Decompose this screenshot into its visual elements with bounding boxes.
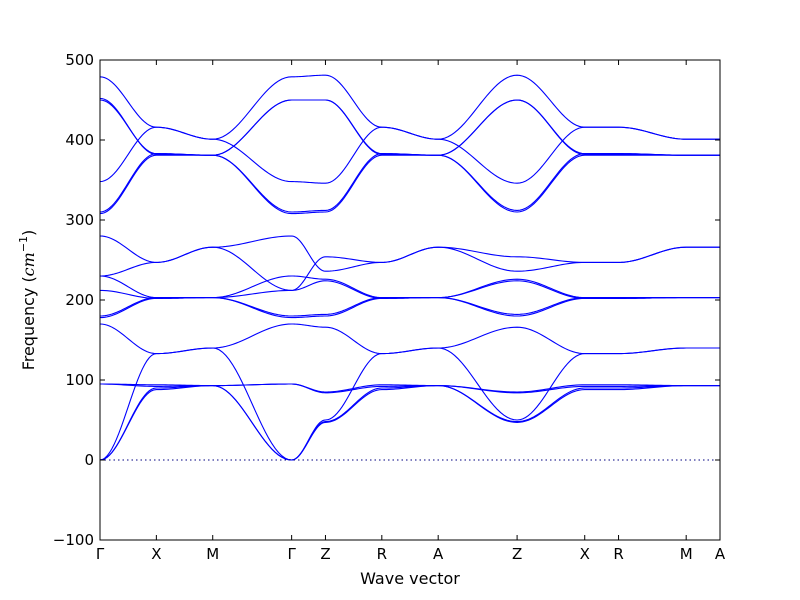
band-series-9 bbox=[99, 280, 720, 299]
band-series-7 bbox=[99, 297, 720, 319]
band-series-17 bbox=[99, 97, 720, 156]
x-tick-label: X bbox=[151, 545, 161, 563]
x-tick-label: A bbox=[433, 545, 444, 563]
x-tick-label: Γ bbox=[287, 545, 296, 563]
plot-frame bbox=[99, 59, 721, 541]
y-axis-label-suffix: ) bbox=[19, 230, 38, 236]
y-tick-label: 400 bbox=[65, 131, 94, 149]
y-tick-label: 500 bbox=[65, 51, 94, 69]
band-series-group bbox=[99, 74, 720, 461]
y-tick-label: 300 bbox=[65, 211, 94, 229]
x-tick-label: A bbox=[715, 545, 726, 563]
band-series-2 bbox=[99, 385, 720, 461]
x-tick-label: Γ bbox=[96, 545, 105, 563]
x-tick-label: R bbox=[377, 545, 387, 563]
band-series-18 bbox=[99, 74, 720, 140]
y-tick-label: 0 bbox=[84, 451, 94, 469]
y-tick-label: 100 bbox=[65, 371, 94, 389]
band-series-14 bbox=[99, 153, 720, 213]
band-series-6 bbox=[99, 323, 720, 355]
x-tick-label: R bbox=[613, 545, 623, 563]
band-series-8 bbox=[99, 297, 720, 317]
y-axis-label: Frequency (cm−1) bbox=[17, 230, 38, 371]
y-tick-label: −100 bbox=[53, 531, 94, 549]
x-tick-label: M bbox=[206, 545, 219, 563]
y-axis-label-unit: cm bbox=[19, 252, 38, 276]
band-series-1 bbox=[99, 385, 720, 461]
band-series-11 bbox=[99, 235, 720, 272]
y-axis-label-exponent: −1 bbox=[17, 236, 30, 252]
y-tick-label: 200 bbox=[65, 291, 94, 309]
band-series-12 bbox=[99, 246, 720, 291]
band-series-10 bbox=[99, 275, 720, 299]
x-tick-label: Z bbox=[512, 545, 522, 563]
x-tick-label: X bbox=[580, 545, 590, 563]
band-series-13 bbox=[99, 154, 720, 215]
x-tick-label: Z bbox=[320, 545, 330, 563]
y-axis-ticks: −100 0 100 200 300 400 500 bbox=[53, 51, 720, 549]
y-axis-label-prefix: Frequency ( bbox=[19, 276, 38, 370]
x-axis-label: Wave vector bbox=[360, 569, 460, 588]
band-series-3 bbox=[99, 347, 720, 461]
x-tick-label: M bbox=[680, 545, 693, 563]
band-series-5 bbox=[100, 383, 720, 393]
